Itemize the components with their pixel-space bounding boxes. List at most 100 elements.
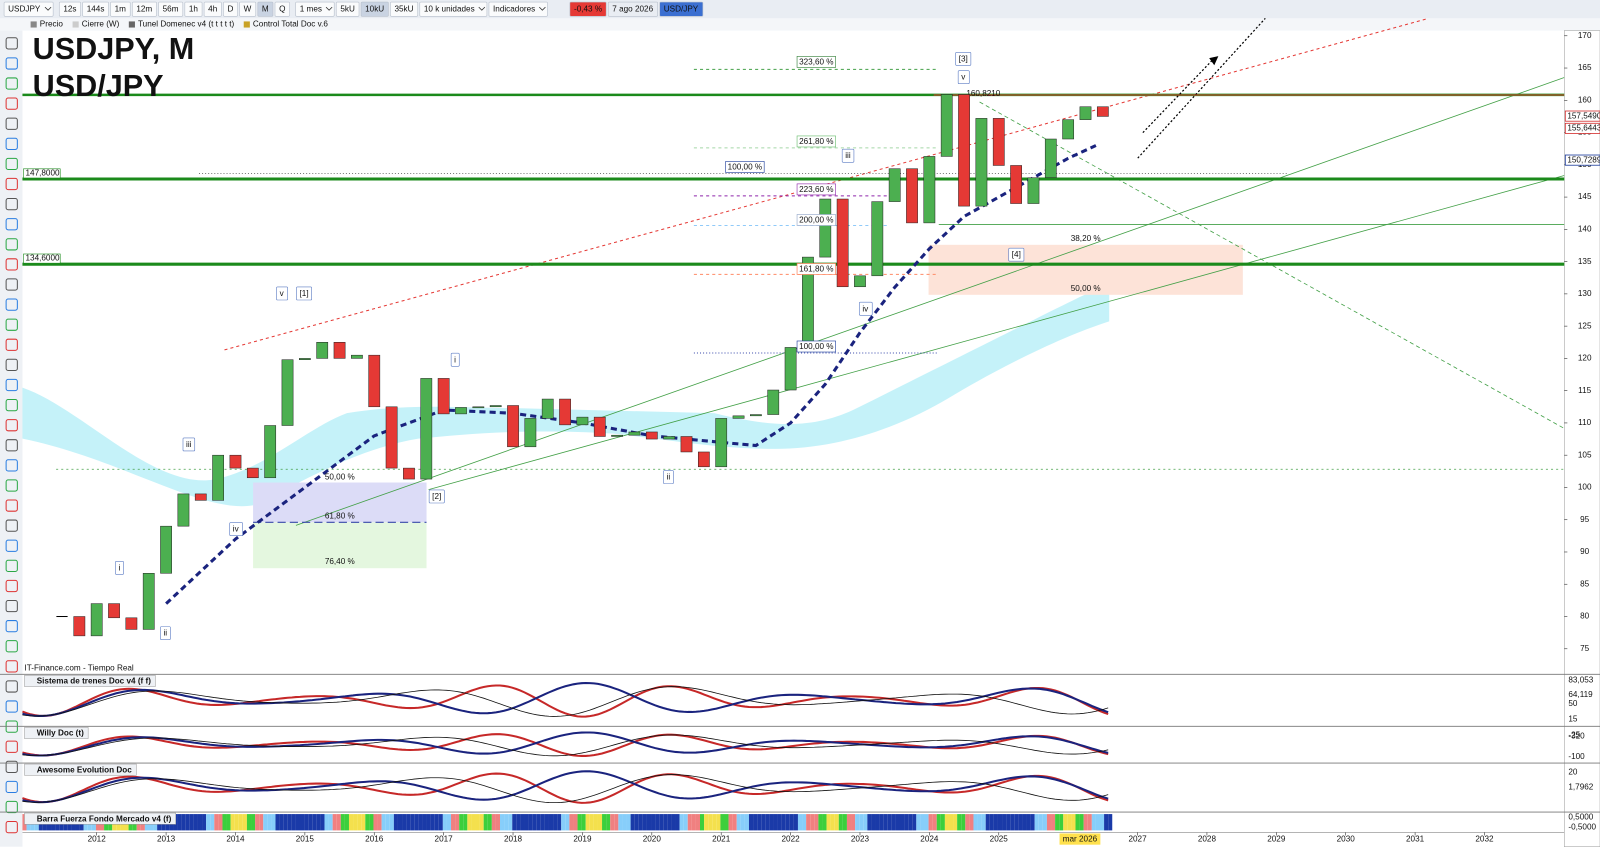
legend-item[interactable]: Control Total Doc v.6 [253,20,328,29]
tool-icon[interactable] [5,559,18,572]
interval-button[interactable]: 12m [136,4,152,13]
units-button[interactable]: 10kU [365,4,384,13]
tool-icon[interactable] [5,700,18,713]
legend-item[interactable]: Cierre (W) [82,20,120,29]
interval-button[interactable]: M [262,4,269,13]
tool-icon[interactable] [5,97,18,110]
units-button-bg[interactable] [390,1,419,17]
indicator-line [22,734,1109,757]
tool-icon[interactable] [5,117,18,130]
date-label[interactable]: 7 ago 2026 [612,4,653,13]
interval-button-bg[interactable] [184,1,203,17]
indicator-bar [295,814,300,831]
tool-icon[interactable] [5,278,18,291]
interval-button[interactable]: 12s [63,4,76,13]
date-label-bg[interactable] [607,1,658,17]
legend-swatch [30,21,37,28]
tool-icon[interactable] [5,398,18,412]
interval-button[interactable]: W [244,4,252,13]
interval-button-bg[interactable] [274,1,290,17]
tool-icon[interactable] [5,499,18,512]
interval-button[interactable]: 1m [115,4,127,13]
tool-icon[interactable] [5,479,18,492]
interval-button[interactable]: 1h [189,4,198,13]
interval-button-bg[interactable] [203,1,222,17]
legend-item[interactable]: Tunel Domenec v4 (t t t t t) [138,20,235,29]
tool-icon[interactable] [5,218,18,231]
units-button-bg[interactable] [335,1,360,17]
indicator-bar [410,814,415,831]
tool-icon[interactable] [5,760,18,773]
tool-icon[interactable] [5,821,18,834]
interval-button-bg[interactable] [58,1,81,17]
tool-icon[interactable] [5,378,18,392]
interval-button-bg[interactable] [257,1,274,17]
tool-icon[interactable] [5,660,18,673]
tool-icon[interactable] [5,358,18,372]
tool-icon[interactable] [5,459,18,472]
indicator-bar [757,814,762,831]
interval-button-bg[interactable] [110,1,131,17]
tool-icon[interactable] [5,198,18,211]
tool-icon[interactable] [5,157,18,171]
tool-icon[interactable] [5,680,18,693]
interval-button[interactable]: Q [279,4,285,13]
interval-button-bg[interactable] [158,1,184,17]
units-button-bg[interactable] [360,1,389,17]
tool-icon[interactable] [5,338,18,351]
tool-icon[interactable] [5,579,18,593]
wave-label: [4] [1012,250,1021,259]
tool-icon[interactable] [5,740,18,753]
interval-button-bg[interactable] [239,1,257,17]
tool-icon[interactable] [5,599,18,613]
tool-icon[interactable] [5,439,18,452]
indicator-bar [193,814,198,831]
indicator-bar [316,814,321,831]
panel-title[interactable]: Barra Fuerza Fondo Mercado v4 (f) [37,814,172,823]
tool-icon[interactable] [5,419,18,432]
tool-icon[interactable] [5,519,18,532]
tool-icon[interactable] [5,640,18,653]
units-button[interactable]: 35kU [395,4,414,13]
panel-title[interactable]: Sistema de trenes Doc v4 (f f) [37,677,152,686]
interval-button[interactable]: 144s [87,4,105,13]
indicator-bar [936,814,941,831]
tool-icon[interactable] [5,238,18,251]
tool-icon[interactable] [5,258,18,271]
legend-item[interactable]: Precio [40,20,64,29]
indicator-bar [234,814,239,831]
tool-icon[interactable] [5,37,18,50]
interval-button-bg[interactable] [82,1,109,17]
interval-button-bg[interactable] [223,1,238,17]
tool-icon[interactable] [5,318,18,331]
panel-title[interactable]: Awesome Evolution Doc [37,765,132,774]
period-select[interactable]: 1 mes [300,4,322,13]
change-badge-bg[interactable] [569,1,607,17]
panel-title[interactable]: Willy Doc (t) [37,729,84,738]
tool-icon[interactable] [5,780,18,794]
symbol-select[interactable]: USDJPY [8,4,41,13]
tool-icon[interactable] [5,620,18,633]
tool-icon[interactable] [5,137,18,150]
pair-badge-bg[interactable] [659,1,704,17]
tool-icon[interactable] [5,539,18,552]
tool-icon[interactable] [5,177,18,191]
tool-icon[interactable] [5,57,18,70]
indicators-button-bg[interactable] [488,1,548,17]
tool-icon[interactable] [5,800,18,814]
indicator-bar [904,814,909,831]
interval-button-bg[interactable] [131,1,157,17]
units-button[interactable]: 5kU [340,4,355,13]
units-select-bg[interactable] [419,1,488,17]
symbol-select-bg[interactable] [3,1,54,17]
units-select[interactable]: 10 k unidades [424,4,475,13]
indicators-button[interactable]: Indicadores [493,4,535,13]
interval-button[interactable]: D [227,4,233,13]
tool-icon[interactable] [5,77,18,90]
interval-button[interactable]: 4h [208,4,217,13]
change-badge[interactable]: -0,43 % [574,4,602,13]
pair-badge[interactable]: USD/JPY [664,4,699,13]
tool-icon[interactable] [5,298,18,311]
interval-button[interactable]: 56m [163,4,179,13]
period-select-bg[interactable] [295,1,335,17]
